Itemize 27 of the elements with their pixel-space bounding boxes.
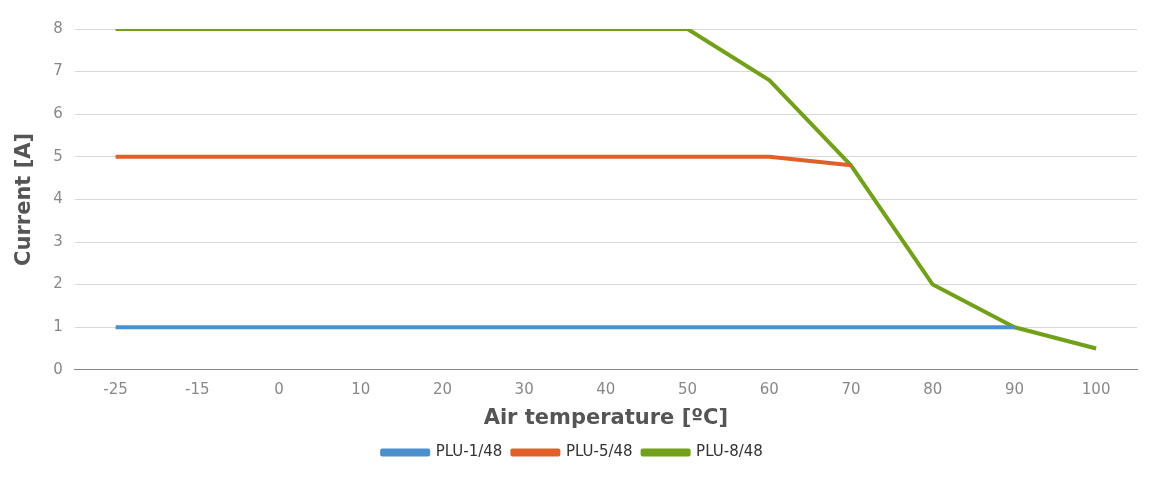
x-tick-label: -25 [103, 379, 128, 398]
y-tick-label: 6 [53, 104, 63, 123]
x-tick-label: 60 [759, 379, 779, 398]
x-tick-label: 100 [1081, 379, 1111, 398]
x-tick-label: -15 [185, 379, 210, 398]
y-tick-label: 2 [53, 274, 63, 293]
legend-label: PLU-5/48 [565, 442, 633, 461]
x-tick-label: 20 [432, 379, 452, 398]
x-axis-title: Air temperature [ºC] [483, 404, 729, 429]
legend-label: PLU-8/48 [696, 442, 763, 461]
y-tick-label: 1 [53, 317, 63, 336]
y-tick-label: 0 [53, 359, 63, 378]
x-tick-label: 80 [923, 379, 943, 398]
y-tick-label: 5 [53, 146, 63, 165]
x-tick-label: 10 [351, 379, 371, 398]
x-tick-label: 0 [274, 379, 284, 398]
y-tick-label: 8 [53, 18, 63, 37]
x-tick-label: 90 [1004, 379, 1024, 398]
x-tick-label: 70 [841, 379, 861, 398]
y-tick-label: 3 [53, 231, 63, 250]
x-tick-label: 30 [514, 379, 534, 398]
legend-label: PLU-1/48 [435, 442, 503, 461]
x-tick-label: 50 [678, 379, 698, 398]
y-tick-label: 7 [53, 61, 63, 80]
y-axis-title: Current [A] [11, 132, 36, 266]
y-tick-label: 4 [53, 189, 63, 208]
x-tick-label: 40 [596, 379, 616, 398]
